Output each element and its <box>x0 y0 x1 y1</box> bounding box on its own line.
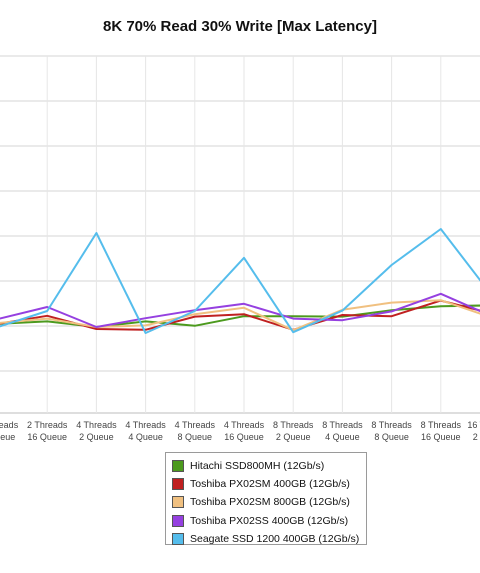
legend-item: Toshiba PX02SM 400GB (12Gb/s) <box>172 475 366 493</box>
series-line-5 <box>0 228 480 334</box>
legend-swatch <box>172 496 184 509</box>
legend-label: Hitachi SSD800MH (12Gb/s) <box>190 460 325 473</box>
plot-area <box>0 56 480 413</box>
legend-swatch <box>172 532 184 545</box>
x-tick-label: 4 Threads <box>224 420 265 430</box>
x-tick-label: 2 Queue <box>79 432 114 442</box>
x-tick-label: 4 Threads <box>76 420 117 430</box>
legend-label: Toshiba PX02SM 800GB (12Gb/s) <box>190 496 350 509</box>
x-tick-label: 16 Queue <box>224 432 264 442</box>
x-tick-label: 8 Threads <box>273 420 314 430</box>
series-line-4 <box>0 292 480 328</box>
legend-item: Toshiba PX02SS 400GB (12Gb/s) <box>172 512 366 530</box>
x-tick-label: 4 Threads <box>175 420 216 430</box>
x-tick-label: 8 Threads <box>371 420 412 430</box>
series-line-3 <box>0 299 480 332</box>
x-tick-label: 2 Queue <box>276 432 311 442</box>
legend-label: Seagate SSD 1200 400GB (12Gb/s) <box>190 532 360 545</box>
x-tick-label: 2 Threads <box>0 420 19 430</box>
x-tick-label: 8 Queue <box>0 432 15 442</box>
x-tick-label: 8 Queue <box>178 432 213 442</box>
legend-swatch <box>172 460 184 473</box>
x-tick-label: 8 Queue <box>374 432 409 442</box>
legend-swatch <box>172 478 184 491</box>
x-tick-label: 16 Threads <box>467 420 480 430</box>
legend-label: Toshiba PX02SM 400GB (12Gb/s) <box>190 478 350 491</box>
x-tick-label: 16 Queue <box>421 432 461 442</box>
x-tick-label: 4 Queue <box>325 432 360 442</box>
chart-title: 8K 70% Read 30% Write [Max Latency] <box>103 18 377 35</box>
x-tick-label: 2 Threads <box>27 420 68 430</box>
x-tick-label: 8 Threads <box>322 420 363 430</box>
legend-item: Toshiba PX02SM 800GB (12Gb/s) <box>172 493 366 511</box>
x-tick-label: 8 Threads <box>421 420 462 430</box>
legend-swatch <box>172 514 184 527</box>
chart-legend: Hitachi SSD800MH (12Gb/s) Toshiba PX02SM … <box>165 452 367 545</box>
x-tick-label: 4 Threads <box>125 420 166 430</box>
x-tick-label: 16 Queue <box>27 432 67 442</box>
legend-label: Toshiba PX02SS 400GB (12Gb/s) <box>190 514 349 527</box>
x-tick-label: 4 Queue <box>128 432 163 442</box>
x-tick-label: 2 Queue <box>473 432 480 442</box>
legend-item: Hitachi SSD800MH (12Gb/s) <box>172 457 366 475</box>
legend-item: Seagate SSD 1200 400GB (12Gb/s) <box>172 530 366 548</box>
